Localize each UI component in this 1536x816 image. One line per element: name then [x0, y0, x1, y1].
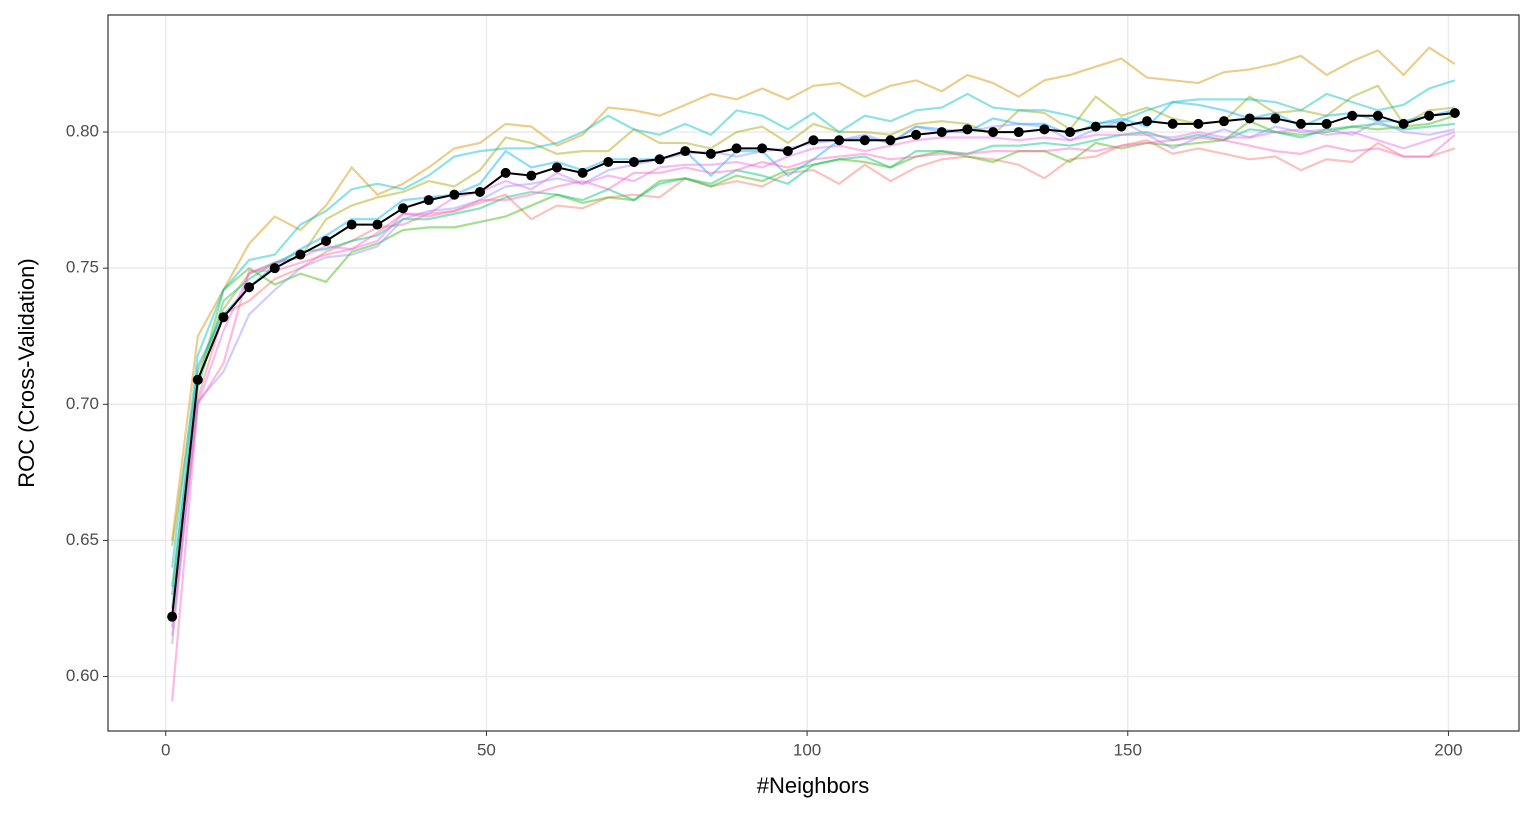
point — [295, 249, 306, 260]
y-tick-label: 0.80 — [66, 122, 99, 141]
series-line — [171, 79, 1456, 568]
series-line — [171, 84, 1455, 547]
x-tick-label: 150 — [1114, 740, 1142, 759]
point — [1167, 118, 1178, 129]
series-line — [171, 139, 1456, 636]
series-line — [171, 128, 1456, 628]
x-tick-label: 200 — [1434, 740, 1462, 759]
point — [1244, 113, 1255, 124]
point — [449, 189, 460, 200]
point — [603, 157, 614, 168]
point — [269, 263, 280, 274]
series-line — [171, 100, 1456, 596]
point — [526, 170, 537, 181]
point — [1270, 113, 1281, 124]
point — [1295, 118, 1306, 129]
series-line — [171, 46, 1456, 541]
point — [705, 148, 716, 159]
series-line — [171, 133, 1456, 702]
point — [1090, 121, 1101, 132]
panel-border — [107, 14, 1520, 732]
point — [1039, 124, 1050, 135]
point — [859, 135, 870, 146]
point — [1398, 118, 1409, 129]
point — [731, 143, 742, 154]
point — [1116, 121, 1127, 132]
point — [782, 146, 793, 157]
point — [1372, 110, 1383, 121]
point — [1347, 110, 1358, 121]
point — [218, 312, 229, 323]
point — [885, 135, 896, 146]
point — [834, 135, 845, 146]
y-axis-title: ROC (Cross-Validation) — [14, 258, 39, 487]
point — [962, 124, 973, 135]
point — [423, 195, 434, 206]
point — [500, 167, 511, 178]
point — [577, 167, 588, 178]
point — [1142, 116, 1153, 127]
panel — [108, 15, 1519, 731]
point — [911, 129, 922, 140]
point — [1449, 108, 1460, 119]
point — [551, 162, 562, 173]
x-axis-title: #Neighbors — [757, 773, 870, 798]
point — [808, 135, 819, 146]
point — [654, 154, 665, 165]
point — [757, 143, 768, 154]
point — [398, 203, 409, 214]
x-tick-label: 50 — [477, 740, 496, 759]
point — [244, 282, 255, 293]
y-tick-label: 0.65 — [66, 530, 99, 549]
series-line — [171, 114, 1456, 587]
point — [1013, 127, 1024, 138]
point — [936, 127, 947, 138]
point — [1321, 118, 1332, 129]
x-tick-label: 0 — [161, 740, 170, 759]
point — [346, 219, 357, 230]
y-tick-label: 0.60 — [66, 666, 99, 685]
point — [1193, 118, 1204, 129]
point — [628, 157, 639, 168]
y-tick-label: 0.70 — [66, 394, 99, 413]
series-line — [171, 122, 1455, 609]
point — [1065, 127, 1076, 138]
point — [1424, 110, 1435, 121]
point — [192, 374, 203, 385]
x-tick-label: 100 — [793, 740, 821, 759]
point — [988, 127, 999, 138]
point — [680, 146, 691, 157]
point — [372, 219, 383, 230]
point — [474, 186, 485, 197]
point — [167, 611, 178, 622]
point — [1218, 116, 1229, 127]
y-tick-label: 0.75 — [66, 258, 99, 277]
point — [321, 235, 332, 246]
